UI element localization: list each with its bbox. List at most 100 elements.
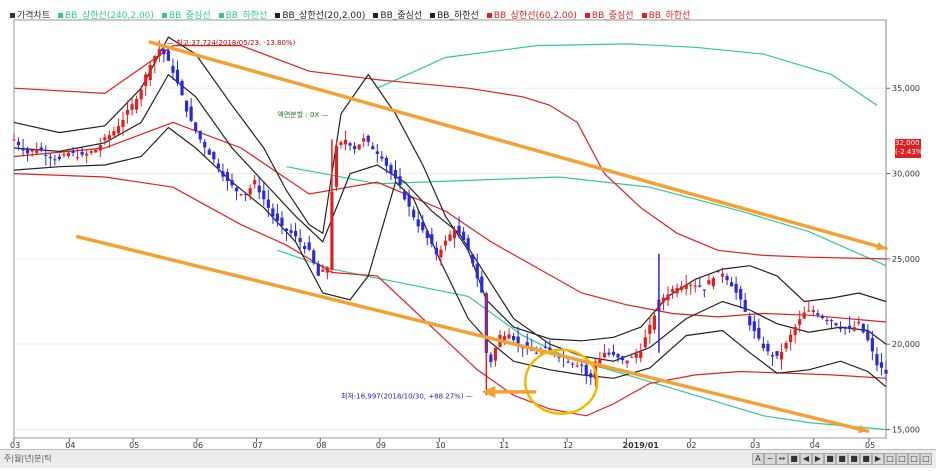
legend-item-8[interactable]: BB_중심선 (584, 11, 638, 21)
candle-body (135, 98, 139, 110)
toolbar-button-0[interactable]: A (752, 453, 764, 465)
candle-body (94, 149, 98, 153)
toolbar-button-3[interactable]: ■ (788, 453, 800, 465)
candle-body (439, 249, 443, 258)
candle-body (412, 209, 416, 218)
legend-swatch (641, 13, 647, 18)
candle-body (675, 288, 679, 294)
candle-body (380, 156, 384, 159)
candle-body (516, 336, 520, 344)
period-selector[interactable]: 주|월|년|분|틱 (4, 454, 52, 463)
candle-body (452, 229, 457, 239)
candle-body (848, 325, 852, 329)
legend-label: BB_중심선 (168, 11, 211, 21)
candle-body (448, 234, 452, 241)
candle-body (584, 365, 588, 376)
legend-item-4[interactable]: BB_상한선(20,2.00) (275, 11, 369, 21)
candle-body (357, 144, 361, 150)
toolbar-button-7[interactable]: ■ (836, 453, 848, 465)
legend-item-9[interactable]: BB_하한선 (641, 11, 695, 21)
toolbar-button-4[interactable]: ◀ (800, 453, 812, 465)
candle-body (16, 141, 21, 146)
candle-body (348, 143, 352, 146)
candle-body (879, 362, 884, 368)
candle-body (711, 278, 716, 287)
candle-body (85, 153, 89, 156)
toolbar-button-14[interactable]: □ (920, 453, 932, 465)
toolbar-button-6[interactable]: ■ (824, 453, 836, 465)
toolbar-button-8[interactable]: ■ (848, 453, 860, 465)
candle-body (225, 172, 230, 181)
candle-body (784, 342, 788, 349)
toolbar-button-12[interactable]: □ (896, 453, 908, 465)
candle-body (589, 373, 593, 378)
x-tick-label: 05 (129, 441, 139, 450)
candle-body (239, 194, 243, 196)
candle-body (471, 254, 475, 264)
candle-body (153, 56, 157, 64)
candle-body (312, 250, 316, 264)
toolbar-button-10[interactable]: ▶ (872, 453, 884, 465)
candle-body (580, 364, 584, 366)
candle-body (475, 263, 479, 279)
candle-body (80, 151, 84, 155)
candle-body (112, 131, 116, 136)
toolbar-button-11[interactable]: □ (884, 453, 896, 465)
toolbar-button-1[interactable]: − (764, 453, 776, 465)
candle-body (35, 149, 39, 153)
candle-body (480, 276, 484, 293)
candle-body (639, 351, 643, 358)
candle-body (230, 180, 234, 186)
candle-body (430, 234, 434, 244)
legend-item-7[interactable]: BB_상한선(60,2.00) (486, 11, 581, 21)
candle-body (221, 171, 225, 177)
candle-body (802, 312, 806, 319)
legend-swatch (10, 13, 15, 18)
candle-body (761, 343, 765, 349)
toolbar-button-9[interactable]: ■ (860, 453, 872, 465)
candle-body (571, 363, 575, 365)
legend-label: BB_하한선 (437, 11, 479, 21)
legend-item-6[interactable]: BB_하한선 (430, 11, 483, 21)
candle-body (670, 289, 675, 293)
candle-body (198, 131, 202, 140)
toolbar-button-5[interactable]: ▶ (812, 453, 824, 465)
candle-body (825, 319, 829, 321)
candle-body (625, 360, 629, 364)
candle-body (130, 104, 134, 110)
candle-body (353, 145, 357, 150)
chart-legend: 가격차트 BB_상한선(240,2.00) BB_중심선 BB_하한선 BB_상한선(2… (10, 8, 698, 21)
legend-item-1[interactable]: BB_상한선(240,2.00) (58, 11, 158, 21)
candle-body (162, 49, 166, 55)
candle-body (175, 69, 180, 84)
legend-label: BB_상한선(20,2.00) (282, 11, 366, 21)
band-line-4 (13, 121, 887, 323)
candle-body (866, 330, 870, 341)
candle-body (861, 323, 865, 333)
legend-swatch (584, 13, 590, 18)
candle-body (698, 285, 702, 287)
legend-swatch (430, 13, 436, 18)
candle-body (293, 230, 298, 237)
candle-body (834, 323, 838, 326)
trend-line-1 (75, 234, 870, 433)
candle-body (457, 225, 461, 234)
candle-body (384, 157, 389, 166)
candle-body (334, 146, 339, 187)
candle-body (534, 352, 538, 354)
candle-body (375, 151, 379, 154)
candle-body (75, 157, 80, 159)
current-price-change: (-2.43%) (895, 148, 926, 156)
candle-body (371, 146, 375, 150)
highlight-arrowhead (481, 385, 496, 398)
legend-item-2[interactable]: BB_중심선 (161, 11, 215, 21)
candle-body (421, 222, 425, 231)
legend-item-3[interactable]: BB_하한선 (218, 11, 272, 21)
candle-body (216, 163, 220, 169)
legend-item-5[interactable]: BB_중심선 (373, 11, 426, 21)
candle-body (57, 156, 62, 160)
candle-body (53, 159, 57, 161)
toolbar-button-13[interactable]: □ (908, 453, 920, 465)
toolbar-button-2[interactable]: ↔ (776, 453, 788, 465)
legend-item-0[interactable]: 가격차트 (10, 11, 54, 21)
